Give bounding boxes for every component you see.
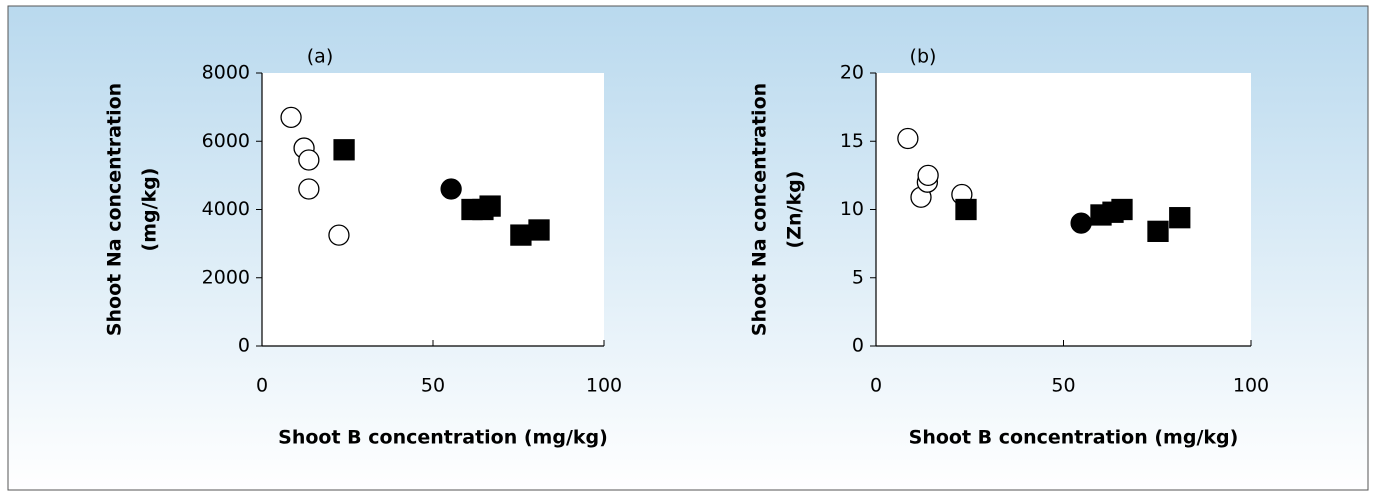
square-marker [1169, 207, 1191, 229]
y-tick-label: 0 [238, 335, 250, 357]
x-tick-label: 100 [586, 375, 622, 397]
y-axis-label: Shoot Na concentration [104, 83, 126, 336]
y-tick-label: 8000 [202, 62, 250, 84]
square-marker [528, 219, 550, 241]
panel-label: (b) [910, 46, 937, 68]
x-tick-label: 50 [1051, 375, 1075, 397]
square-marker [1111, 198, 1133, 221]
circle-marker [440, 178, 462, 200]
y-tick-label: 10 [840, 198, 864, 220]
circle-marker [1070, 212, 1092, 234]
y-axis-label: (mg/kg) [139, 168, 161, 252]
square-marker [479, 195, 501, 217]
circle-marker [298, 178, 320, 200]
circle-marker [897, 127, 919, 150]
plot-area [876, 73, 1251, 346]
panel-label: (a) [307, 46, 333, 68]
square-marker [333, 139, 355, 161]
circle-marker [328, 224, 350, 246]
y-tick-label: 5 [852, 266, 864, 288]
y-axis-label: (Zn/kg) [784, 171, 806, 249]
x-tick-label: 0 [256, 375, 268, 397]
square-marker [510, 224, 532, 246]
y-tick-label: 6000 [202, 130, 250, 152]
y-tick-label: 15 [840, 130, 864, 152]
x-tick-label: 100 [1233, 375, 1269, 397]
y-tick-label: 20 [840, 62, 864, 84]
circle-marker [280, 106, 302, 129]
x-axis-label: Shoot B concentration (mg/kg) [278, 427, 608, 449]
circle-marker [917, 164, 939, 187]
x-axis-label: Shoot B concentration (mg/kg) [909, 427, 1239, 449]
x-tick-label: 50 [421, 375, 445, 397]
y-tick-label: 0 [852, 335, 864, 357]
plot-area [262, 73, 604, 346]
square-marker [1147, 220, 1169, 242]
x-tick-label: 0 [870, 375, 882, 397]
circle-marker [298, 149, 320, 171]
y-tick-label: 4000 [202, 198, 250, 220]
square-marker [955, 198, 977, 221]
y-axis-label: Shoot Na concentration [749, 83, 771, 336]
y-tick-label: 2000 [202, 266, 250, 288]
